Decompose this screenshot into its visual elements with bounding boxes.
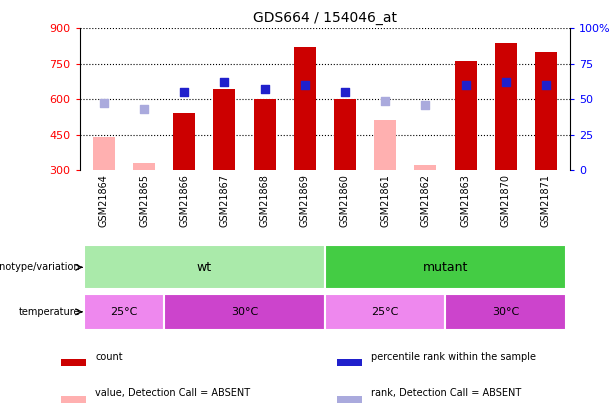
Bar bbox=[414, 165, 436, 170]
Bar bbox=[325, 245, 566, 289]
Text: GSM21868: GSM21868 bbox=[259, 174, 270, 227]
Point bbox=[300, 82, 310, 88]
Text: count: count bbox=[95, 352, 123, 362]
Text: GSM21871: GSM21871 bbox=[541, 174, 551, 227]
Point bbox=[461, 82, 471, 88]
Text: value, Detection Call = ABSENT: value, Detection Call = ABSENT bbox=[95, 388, 250, 399]
Bar bbox=[446, 294, 566, 330]
Point bbox=[260, 86, 270, 92]
Text: 30°C: 30°C bbox=[231, 307, 258, 317]
Point bbox=[99, 100, 109, 107]
Text: GSM21863: GSM21863 bbox=[460, 174, 471, 227]
Text: temperature: temperature bbox=[19, 307, 80, 317]
Text: rank, Detection Call = ABSENT: rank, Detection Call = ABSENT bbox=[371, 388, 521, 399]
Bar bbox=[325, 294, 446, 330]
Bar bbox=[61, 396, 86, 403]
Bar bbox=[84, 294, 164, 330]
Title: GDS664 / 154046_at: GDS664 / 154046_at bbox=[253, 11, 397, 25]
Bar bbox=[454, 62, 477, 170]
Text: GSM21870: GSM21870 bbox=[501, 174, 511, 227]
Text: percentile rank within the sample: percentile rank within the sample bbox=[371, 352, 536, 362]
Bar bbox=[173, 113, 196, 170]
Bar bbox=[337, 396, 362, 403]
Point bbox=[179, 89, 189, 95]
Bar bbox=[213, 89, 235, 170]
Text: GSM21869: GSM21869 bbox=[300, 174, 310, 227]
Text: GSM21860: GSM21860 bbox=[340, 174, 350, 227]
Text: mutant: mutant bbox=[423, 261, 468, 274]
Bar bbox=[374, 120, 396, 170]
Text: GSM21862: GSM21862 bbox=[421, 174, 430, 227]
Point bbox=[501, 79, 511, 85]
Point bbox=[380, 97, 390, 104]
Bar bbox=[495, 43, 517, 170]
Point bbox=[421, 102, 430, 108]
Bar bbox=[93, 137, 115, 170]
Text: 30°C: 30°C bbox=[492, 307, 519, 317]
Point bbox=[541, 82, 551, 88]
Text: GSM21866: GSM21866 bbox=[179, 174, 189, 227]
Text: GSM21867: GSM21867 bbox=[219, 174, 229, 227]
Point bbox=[219, 79, 229, 85]
Text: GSM21864: GSM21864 bbox=[99, 174, 109, 227]
Text: wt: wt bbox=[197, 261, 212, 274]
Bar bbox=[337, 359, 362, 367]
Point bbox=[340, 89, 350, 95]
Bar bbox=[535, 52, 557, 170]
Bar bbox=[254, 99, 276, 170]
Bar bbox=[133, 163, 155, 170]
Text: genotype/variation: genotype/variation bbox=[0, 262, 80, 272]
Point bbox=[139, 106, 149, 112]
Text: 25°C: 25°C bbox=[110, 307, 137, 317]
Text: GSM21865: GSM21865 bbox=[139, 174, 149, 227]
Text: 25°C: 25°C bbox=[371, 307, 399, 317]
Bar bbox=[334, 99, 356, 170]
Text: GSM21861: GSM21861 bbox=[380, 174, 390, 227]
Bar bbox=[84, 245, 325, 289]
Bar bbox=[164, 294, 325, 330]
Bar bbox=[61, 359, 86, 367]
Bar bbox=[294, 47, 316, 170]
